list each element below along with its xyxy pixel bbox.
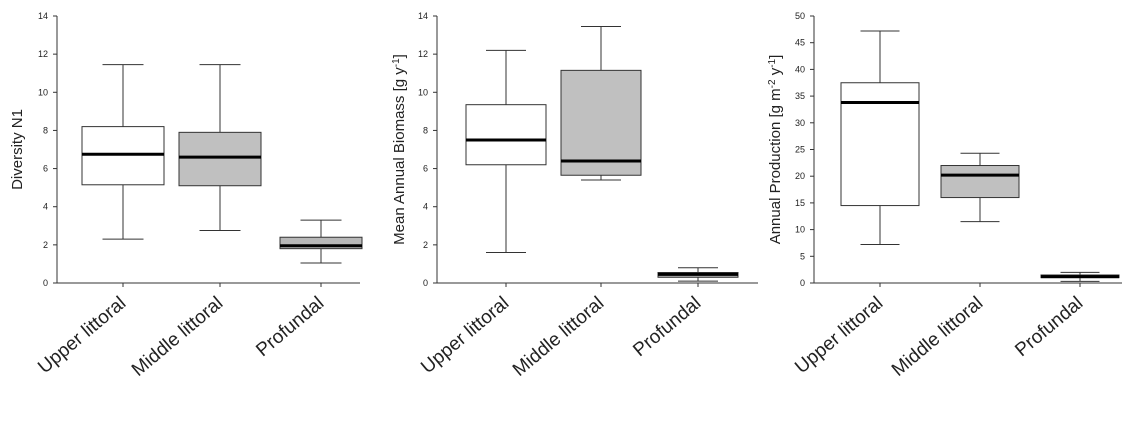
x-category-label: Middle littoral <box>128 293 227 381</box>
y-tick-label: 5 <box>800 251 805 261</box>
y-tick-label: 14 <box>418 11 428 21</box>
x-category-label: Profundal <box>252 293 328 361</box>
y-tick-label: 8 <box>43 125 48 135</box>
y-tick-label: 25 <box>795 145 805 155</box>
y-axis-title: Diversity N1 <box>9 109 26 190</box>
y-tick-label: 12 <box>418 49 428 59</box>
y-tick-label: 4 <box>43 202 48 212</box>
y-tick-label: 20 <box>795 171 805 181</box>
box-iqr <box>279 236 363 250</box>
y-tick-label: 15 <box>795 198 805 208</box>
box-iqr <box>178 131 262 187</box>
y-tick-label: 12 <box>38 49 48 59</box>
y-tick-label: 10 <box>795 225 805 235</box>
y-tick-label: 6 <box>43 164 48 174</box>
x-category-label: Profundal <box>629 293 705 361</box>
y-tick-label: 2 <box>43 240 48 250</box>
x-category-label: Middle littoral <box>888 293 987 381</box>
y-tick-label: 0 <box>43 278 48 288</box>
y-tick-label: 6 <box>423 164 428 174</box>
x-category-label: Upper littoral <box>791 293 887 378</box>
box-iqr <box>465 104 547 166</box>
y-tick-label: 50 <box>795 11 805 21</box>
y-tick-label: 45 <box>795 38 805 48</box>
y-tick-label: 30 <box>795 118 805 128</box>
y-axis-title: Mean Annual Biomass [g y-1] <box>391 54 409 245</box>
y-axis-title: Annual Production [g m-2 y-1] <box>767 55 785 245</box>
y-tick-label: 10 <box>38 87 48 97</box>
box-iqr <box>940 165 1020 199</box>
x-category-label: Upper littoral <box>417 293 513 378</box>
y-tick-label: 10 <box>418 87 428 97</box>
y-tick-label: 40 <box>795 64 805 74</box>
y-tick-label: 35 <box>795 91 805 101</box>
y-tick-label: 4 <box>423 202 428 212</box>
x-category-label: Upper littoral <box>34 293 130 378</box>
box-iqr <box>560 69 642 176</box>
y-tick-label: 0 <box>423 278 428 288</box>
y-tick-label: 0 <box>800 278 805 288</box>
y-tick-label: 2 <box>423 240 428 250</box>
y-tick-label: 14 <box>38 11 48 21</box>
y-tick-label: 8 <box>423 125 428 135</box>
x-category-label: Profundal <box>1011 293 1087 361</box>
x-category-label: Middle littoral <box>509 293 608 381</box>
